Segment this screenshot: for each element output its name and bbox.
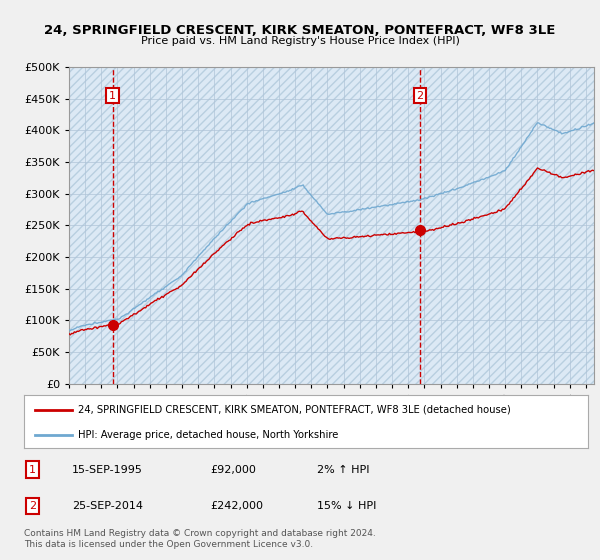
Text: 15-SEP-1995: 15-SEP-1995: [72, 465, 143, 475]
Text: 2: 2: [29, 501, 36, 511]
Text: Price paid vs. HM Land Registry's House Price Index (HPI): Price paid vs. HM Land Registry's House …: [140, 36, 460, 46]
Text: 15% ↓ HPI: 15% ↓ HPI: [317, 501, 377, 511]
Text: 24, SPRINGFIELD CRESCENT, KIRK SMEATON, PONTEFRACT, WF8 3LE: 24, SPRINGFIELD CRESCENT, KIRK SMEATON, …: [44, 24, 556, 36]
Text: HPI: Average price, detached house, North Yorkshire: HPI: Average price, detached house, Nort…: [77, 430, 338, 440]
Text: 1: 1: [109, 91, 116, 101]
Text: £92,000: £92,000: [210, 465, 256, 475]
Text: 2% ↑ HPI: 2% ↑ HPI: [317, 465, 370, 475]
Text: 25-SEP-2014: 25-SEP-2014: [72, 501, 143, 511]
Text: Contains HM Land Registry data © Crown copyright and database right 2024.
This d: Contains HM Land Registry data © Crown c…: [24, 529, 376, 549]
Text: 24, SPRINGFIELD CRESCENT, KIRK SMEATON, PONTEFRACT, WF8 3LE (detached house): 24, SPRINGFIELD CRESCENT, KIRK SMEATON, …: [77, 405, 511, 415]
Text: 1: 1: [29, 465, 36, 475]
Text: 2: 2: [416, 91, 424, 101]
Text: £242,000: £242,000: [210, 501, 263, 511]
